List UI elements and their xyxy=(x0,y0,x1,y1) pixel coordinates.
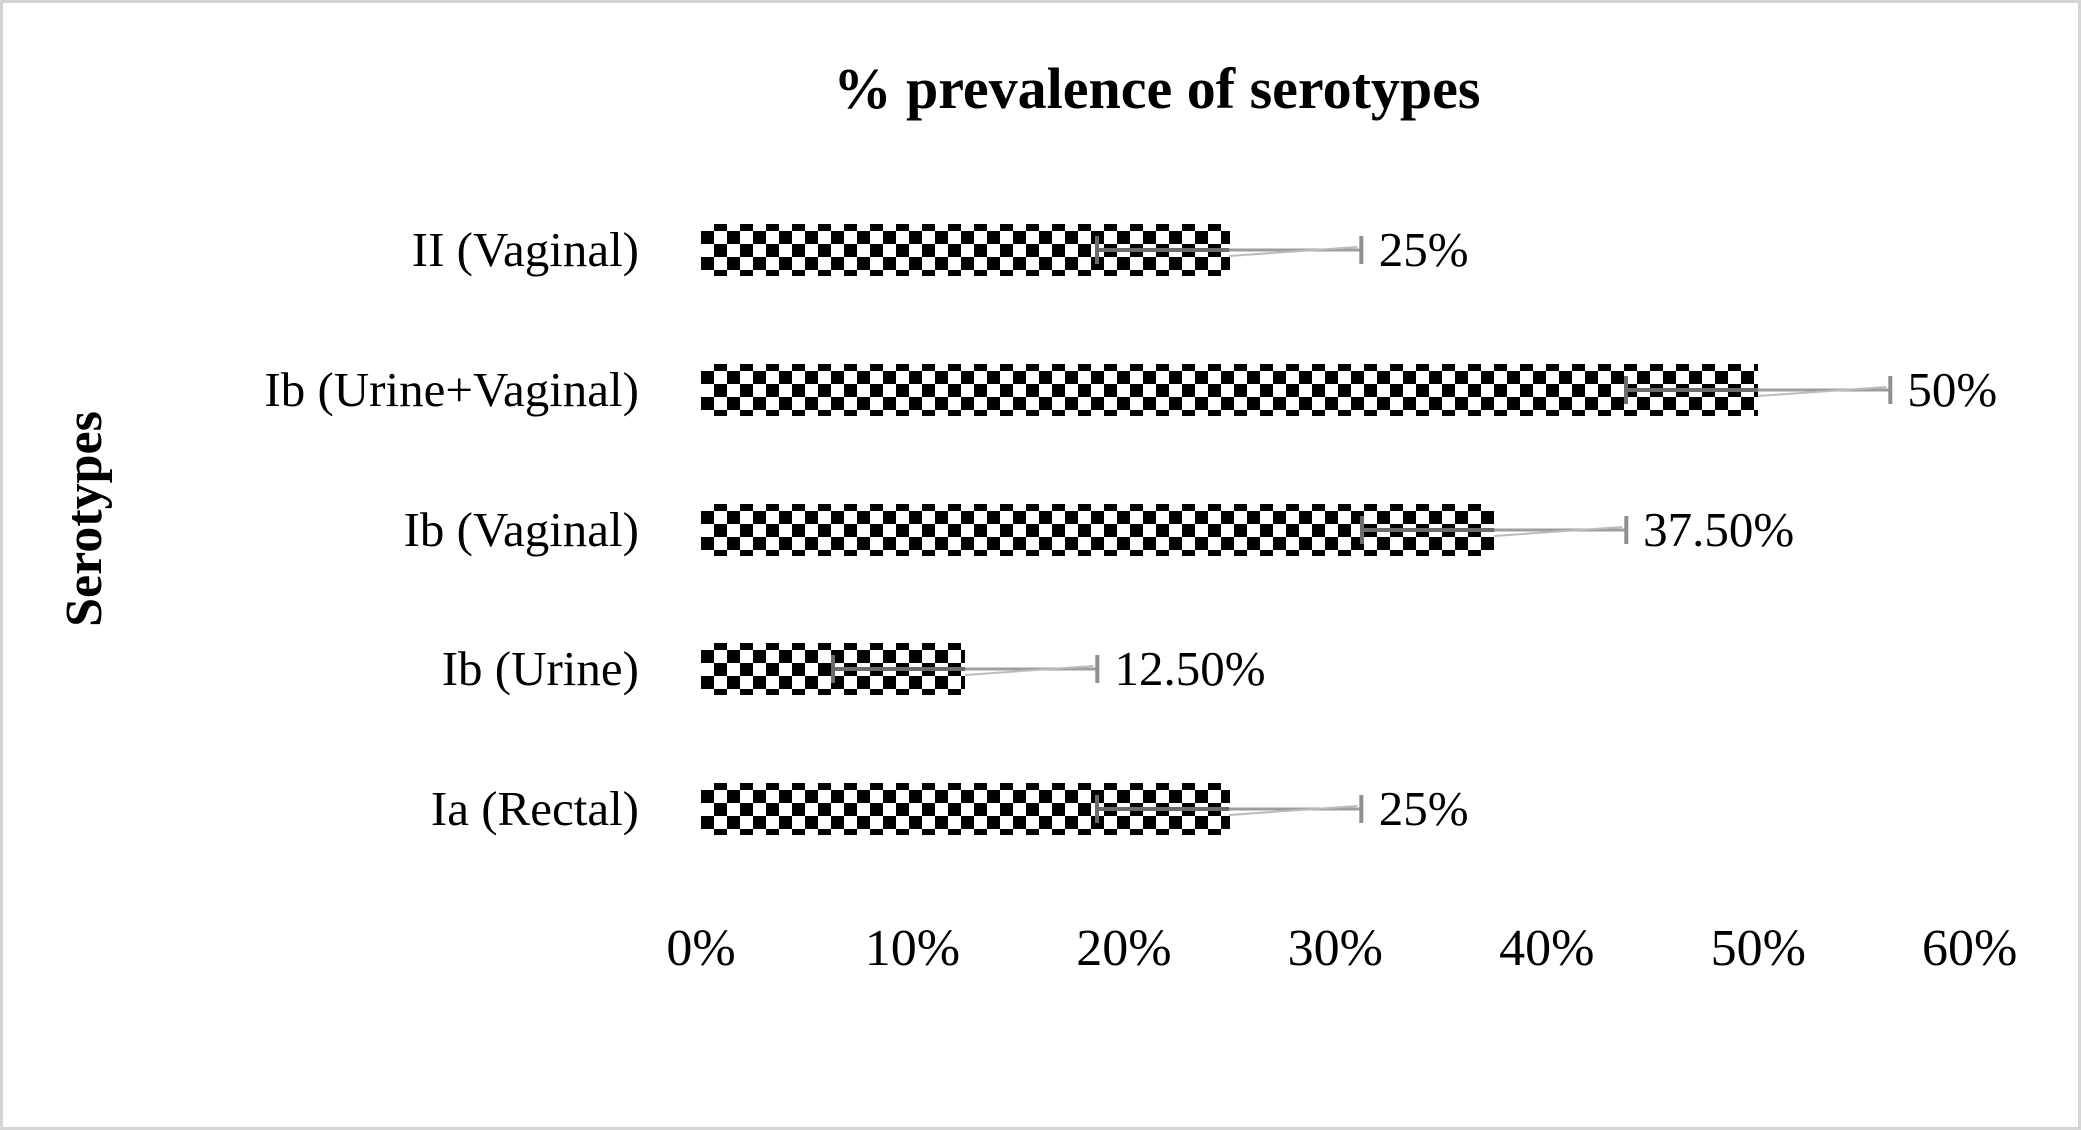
error-bar-3 xyxy=(831,655,1100,684)
data-label: 25% xyxy=(1378,781,1469,836)
bar-1 xyxy=(701,363,1759,416)
x-tick-label: 30% xyxy=(1287,920,1383,977)
error-bar-2 xyxy=(1359,515,1629,544)
category-label: Ia (Rectal) xyxy=(430,781,639,836)
x-tick-label: 40% xyxy=(1499,920,1595,977)
x-tick-label: 10% xyxy=(864,920,961,977)
error-bar-1 xyxy=(1624,375,1893,404)
category-label: II (Vaginal) xyxy=(411,222,639,277)
y-axis-title: Serotypes xyxy=(56,411,113,627)
data-label: 25% xyxy=(1378,222,1469,277)
category-label: Ib (Urine) xyxy=(441,641,639,697)
data-label: 50% xyxy=(1907,361,1998,417)
error-bar-4 xyxy=(1095,795,1364,823)
category-label: Ib (Urine+Vaginal) xyxy=(264,361,639,417)
x-tick-label: 50% xyxy=(1710,920,1806,977)
data-label: 12.50% xyxy=(1114,641,1266,697)
chart-title: % prevalence of serotypes xyxy=(833,56,1481,121)
category-label: Ib (Vaginal) xyxy=(403,501,639,557)
data-label: 37.50% xyxy=(1643,501,1795,557)
x-tick-label: 20% xyxy=(1076,920,1172,977)
x-tick-label: 0% xyxy=(666,920,736,977)
error-bar-0 xyxy=(1095,236,1364,264)
x-tick-label: 60% xyxy=(1922,920,2018,977)
bar-4 xyxy=(701,783,1230,835)
